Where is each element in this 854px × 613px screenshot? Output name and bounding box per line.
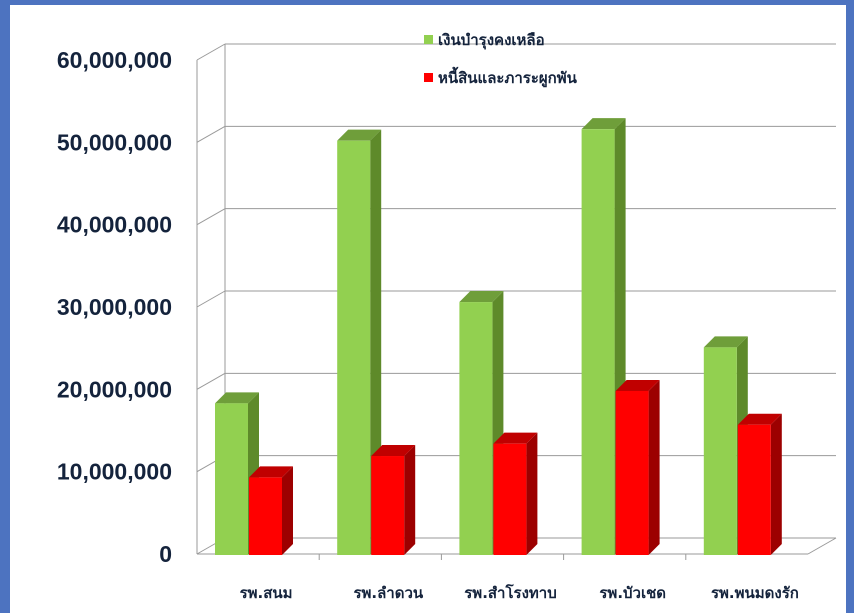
bar <box>215 403 248 555</box>
y-tick-label: 20,000,000 <box>57 376 172 402</box>
x-tick-label: รพ.บัวเชด <box>599 584 666 602</box>
legend-label: หนี้สินและภาระผูกพัน <box>438 66 578 88</box>
gridline-diagonal <box>196 372 226 390</box>
y-tick-label: 50,000,000 <box>57 129 172 155</box>
bar <box>337 140 371 556</box>
bar-top <box>615 379 660 391</box>
bar-side <box>770 413 782 555</box>
bar-side <box>648 379 660 555</box>
floor-right-edge <box>807 537 837 555</box>
bar <box>493 443 527 555</box>
bar <box>737 424 771 555</box>
bar-top <box>703 336 748 348</box>
x-tick-label: รพ.สนม <box>240 584 293 602</box>
y-tick-label: 40,000,000 <box>57 212 172 238</box>
y-tick-label: 60,000,000 <box>57 47 172 73</box>
y-tick-label: 30,000,000 <box>57 294 172 320</box>
bar-side <box>526 432 538 555</box>
gridline-diagonal <box>196 208 226 226</box>
bar-side <box>370 129 382 556</box>
y-tick-label: 0 <box>159 541 172 567</box>
y-tick-label: 10,000,000 <box>57 459 172 485</box>
legend-swatch <box>424 35 433 44</box>
gridline-diagonal <box>196 290 226 308</box>
bar <box>703 347 737 555</box>
legend-swatch <box>424 73 433 82</box>
x-tick-label: รพ.พนมดงรัก <box>711 584 799 602</box>
bar <box>581 129 615 555</box>
bar-top <box>215 392 259 404</box>
bar <box>371 456 405 555</box>
legend-label: เงินบำรุงคงเหลือ <box>438 31 545 50</box>
bar <box>459 302 493 555</box>
bar-top <box>371 445 416 457</box>
x-tick-label: รพ.สำโรงทาบ <box>464 583 557 602</box>
bar <box>615 390 649 555</box>
bar-top <box>337 129 382 141</box>
bar-top <box>493 432 538 444</box>
gridline-diagonal <box>196 43 226 61</box>
x-tick-label: รพ.ลำดวน <box>353 584 423 602</box>
gridline-diagonal <box>196 125 226 143</box>
bar-top <box>249 466 293 478</box>
bar-top <box>737 413 782 425</box>
bar-side <box>404 445 416 555</box>
bar-top <box>581 118 626 130</box>
bar <box>249 477 282 555</box>
bar-top <box>459 291 504 303</box>
bar-side <box>282 466 293 555</box>
